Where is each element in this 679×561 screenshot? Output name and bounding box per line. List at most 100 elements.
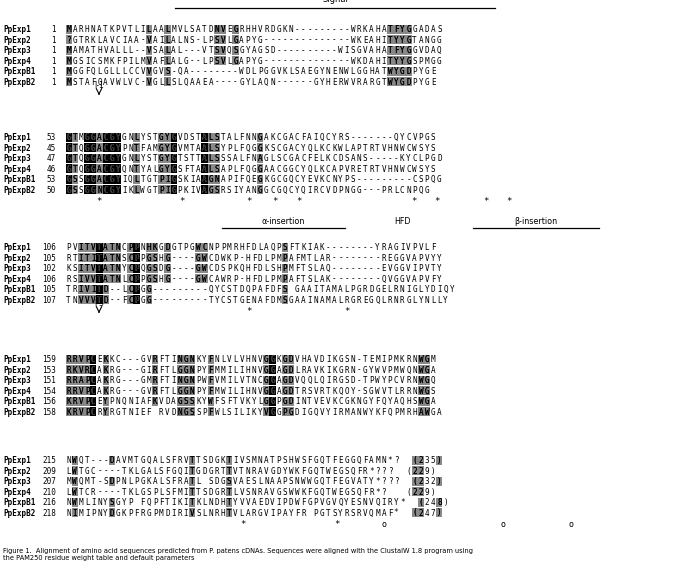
Text: (: ( — [412, 456, 417, 465]
Text: S: S — [215, 57, 219, 66]
Text: R: R — [301, 366, 306, 375]
Text: G: G — [233, 35, 238, 44]
Text: Q: Q — [338, 498, 343, 507]
Text: G: G — [270, 67, 275, 76]
Bar — [164, 45, 170, 55]
Text: ?: ? — [382, 467, 386, 476]
Text: C: C — [276, 133, 281, 142]
Text: -: - — [282, 35, 287, 44]
Text: P: P — [258, 67, 263, 76]
Text: C: C — [91, 376, 96, 385]
Text: 5: 5 — [431, 456, 435, 465]
Text: K: K — [246, 397, 250, 406]
Text: Q: Q — [122, 397, 126, 406]
Text: A: A — [128, 35, 132, 44]
Text: K: K — [109, 25, 114, 34]
Text: T: T — [233, 285, 238, 294]
Text: L: L — [252, 67, 256, 76]
Text: L: L — [258, 397, 263, 406]
Text: G: G — [425, 366, 429, 375]
Text: Y: Y — [400, 46, 405, 55]
Text: G: G — [356, 186, 361, 195]
Text: G: G — [196, 254, 201, 263]
Text: Q: Q — [320, 477, 325, 486]
Text: T: T — [85, 264, 90, 273]
Text: D: D — [289, 355, 293, 364]
Text: E: E — [202, 77, 207, 86]
Bar — [437, 508, 443, 517]
Text: ): ) — [437, 477, 442, 486]
Text: V: V — [332, 498, 337, 507]
Text: F: F — [295, 274, 299, 283]
Text: F: F — [289, 243, 293, 252]
Bar — [146, 35, 152, 44]
Text: P: P — [134, 274, 139, 283]
Bar — [72, 143, 78, 153]
Bar — [424, 355, 430, 364]
Text: A: A — [109, 46, 114, 55]
Text: R: R — [314, 186, 318, 195]
Bar — [115, 174, 121, 184]
Text: G: G — [282, 387, 287, 396]
Text: Q: Q — [79, 477, 84, 486]
Text: N: N — [115, 274, 120, 283]
Text: K: K — [233, 264, 238, 273]
Text: N: N — [252, 366, 256, 375]
Bar — [103, 397, 109, 406]
Text: T: T — [134, 144, 139, 153]
Text: PpExp4: PpExp4 — [3, 274, 31, 283]
Bar — [103, 264, 109, 273]
Text: R: R — [67, 376, 71, 385]
Text: T: T — [67, 296, 71, 305]
Text: P: P — [412, 67, 417, 76]
Text: M: M — [79, 46, 84, 55]
Text: C: C — [326, 164, 331, 173]
Bar — [96, 185, 103, 195]
Text: P: P — [233, 274, 238, 283]
Text: M: M — [425, 57, 429, 66]
Text: S: S — [215, 46, 219, 55]
Text: 159: 159 — [42, 355, 56, 364]
Text: Y: Y — [406, 154, 411, 163]
Text: V: V — [350, 477, 355, 486]
Text: *: * — [507, 197, 512, 206]
Text: A: A — [301, 67, 306, 76]
Text: A: A — [308, 285, 312, 294]
Text: α-insertion: α-insertion — [262, 217, 305, 226]
Text: V: V — [85, 274, 90, 283]
Text: G: G — [356, 67, 361, 76]
Text: S: S — [227, 186, 232, 195]
Bar — [65, 35, 72, 44]
Bar — [134, 164, 140, 173]
Text: D: D — [289, 397, 293, 406]
Text: Y: Y — [215, 296, 219, 305]
Text: -: - — [282, 46, 287, 55]
Text: T: T — [97, 285, 102, 294]
Bar — [78, 365, 84, 374]
Text: C: C — [128, 285, 132, 294]
Text: V: V — [91, 296, 96, 305]
Text: C: C — [91, 366, 96, 375]
Text: G: G — [356, 285, 361, 294]
Text: *: * — [400, 498, 405, 507]
Text: D: D — [202, 467, 207, 476]
Text: -: - — [196, 67, 201, 76]
Text: E: E — [320, 397, 325, 406]
Text: G: G — [264, 154, 269, 163]
Bar — [208, 375, 214, 385]
Text: L: L — [134, 488, 139, 496]
Text: A: A — [320, 274, 325, 283]
Text: G: G — [109, 133, 114, 142]
Text: F: F — [159, 355, 164, 364]
Text: 2: 2 — [412, 488, 417, 496]
Bar — [84, 143, 90, 153]
Text: L: L — [338, 296, 343, 305]
Text: T: T — [431, 264, 435, 273]
Text: G: G — [425, 133, 429, 142]
Text: -: - — [282, 57, 287, 66]
Text: P: P — [134, 274, 139, 283]
Text: G: G — [165, 264, 170, 273]
Text: L: L — [97, 67, 102, 76]
Bar — [226, 456, 232, 465]
Bar — [393, 35, 399, 44]
